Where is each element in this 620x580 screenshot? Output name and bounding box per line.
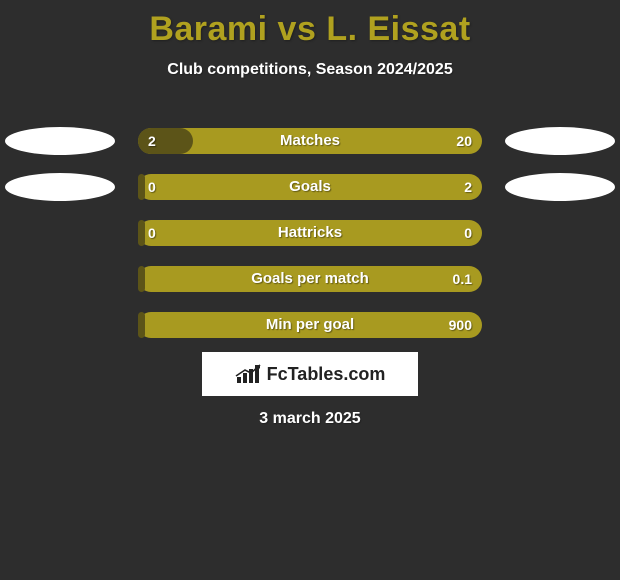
metric-label: Matches — [138, 128, 482, 154]
source-logo-text: FcTables.com — [267, 364, 386, 385]
vs-separator: vs — [278, 10, 317, 48]
player-a-name: Barami — [149, 10, 267, 48]
subtitle: Club competitions, Season 2024/2025 — [0, 61, 620, 79]
page-root: Barami vs L. Eissat Club competitions, S… — [0, 0, 620, 580]
player-a-badge — [5, 173, 115, 201]
source-logo: FcTables.com — [202, 352, 418, 396]
comparison-chart: 220Matches02Goals00Hattricks0.1Goals per… — [0, 118, 620, 348]
metric-label: Min per goal — [138, 312, 482, 338]
metric-label: Goals per match — [138, 266, 482, 292]
date-line: 3 march 2025 — [0, 410, 620, 428]
player-b-name: L. Eissat — [326, 10, 470, 48]
metric-label: Hattricks — [138, 220, 482, 246]
page-title: Barami vs L. Eissat — [0, 0, 620, 49]
comparison-row: 02Goals — [0, 164, 620, 210]
comparison-row: 00Hattricks — [0, 210, 620, 256]
bar-chart-arrow-icon — [235, 363, 261, 385]
comparison-row: 0.1Goals per match — [0, 256, 620, 302]
player-a-badge — [5, 127, 115, 155]
metric-label: Goals — [138, 174, 482, 200]
player-b-badge — [505, 173, 615, 201]
comparison-row: 220Matches — [0, 118, 620, 164]
comparison-row: 900Min per goal — [0, 302, 620, 348]
player-b-badge — [505, 127, 615, 155]
